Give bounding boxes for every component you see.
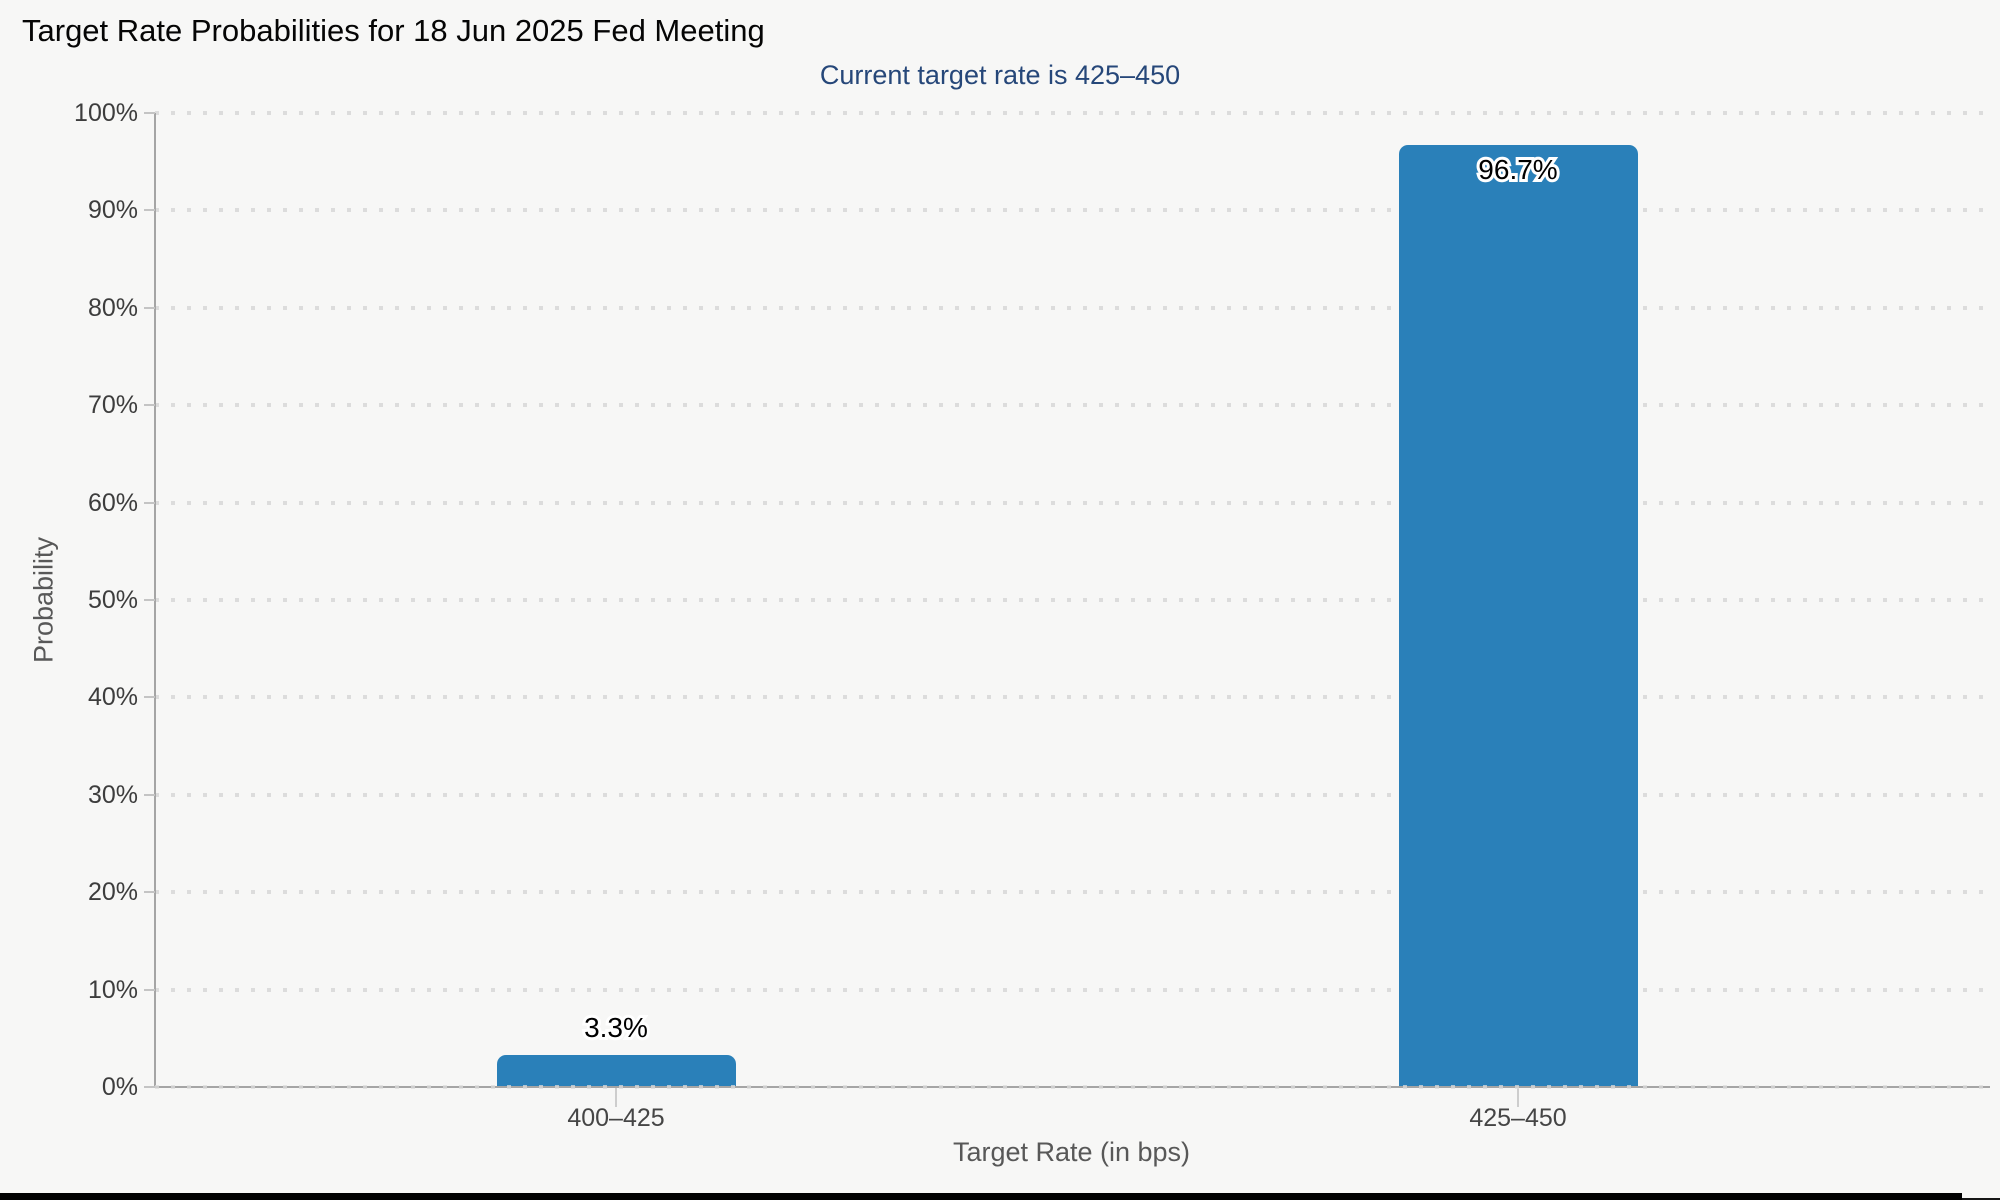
- y-tick: [144, 891, 155, 894]
- y-tick: [144, 112, 155, 114]
- y-tick: [144, 306, 155, 309]
- y-tick-label: 100%: [74, 99, 138, 127]
- gridline: [155, 792, 1988, 797]
- y-tick-label: 40%: [87, 683, 138, 712]
- y-tick-label: 20%: [87, 878, 138, 907]
- y-tick: [144, 209, 155, 212]
- y-tick: [144, 599, 155, 601]
- y-tick-label: 60%: [87, 488, 138, 517]
- y-tick-label: 30%: [87, 780, 138, 809]
- y-axis-line: [154, 113, 156, 1088]
- gridline: [155, 987, 1988, 992]
- chart-subtitle: Current target rate is 425–450: [819, 60, 1181, 90]
- y-tick: [144, 404, 155, 407]
- y-axis-title: Probability: [28, 536, 59, 664]
- bar-value-label: 96.7%: [1388, 153, 1648, 187]
- gridline: [155, 1085, 1988, 1089]
- x-category-label: 400–425: [567, 1104, 665, 1132]
- gridline: [155, 695, 1988, 700]
- gridline: [155, 208, 1988, 213]
- y-tick: [144, 793, 155, 796]
- probability-bar[interactable]: [1398, 145, 1638, 1087]
- y-tick: [144, 501, 155, 504]
- x-tick: [615, 1087, 617, 1107]
- y-tick: [144, 988, 155, 991]
- gridline: [155, 111, 1988, 115]
- y-tick: [144, 696, 155, 699]
- y-tick-label: 70%: [87, 391, 138, 420]
- y-tick-label: 80%: [87, 293, 138, 322]
- x-axis-title: Target Rate (in bps): [952, 1137, 1191, 1167]
- x-category-label: 425–450: [1469, 1104, 1567, 1132]
- gridline: [155, 890, 1988, 895]
- y-tick-label: 10%: [87, 975, 138, 1004]
- y-tick: [144, 1086, 155, 1088]
- bar-value-label: 3.3%: [486, 1011, 746, 1045]
- y-tick-label: 50%: [87, 586, 138, 614]
- gridline: [155, 598, 1988, 602]
- y-tick-label: 0%: [101, 1073, 138, 1101]
- probability-bar[interactable]: [496, 1054, 736, 1087]
- gridline: [155, 305, 1988, 310]
- plot-area: 0% 10% 20% 30% 40% 50% 60% 70% 80% 90% 100% 3.3% 400…: [74, 99, 1990, 1132]
- chart-title: Target Rate Probabilities for 18 Jun 202…: [22, 13, 765, 48]
- gridline: [155, 500, 1988, 505]
- x-tick: [1517, 1087, 1519, 1107]
- gridline: [155, 403, 1988, 408]
- bottom-black-bar: [0, 1193, 1962, 1200]
- y-tick-label: 90%: [87, 196, 138, 225]
